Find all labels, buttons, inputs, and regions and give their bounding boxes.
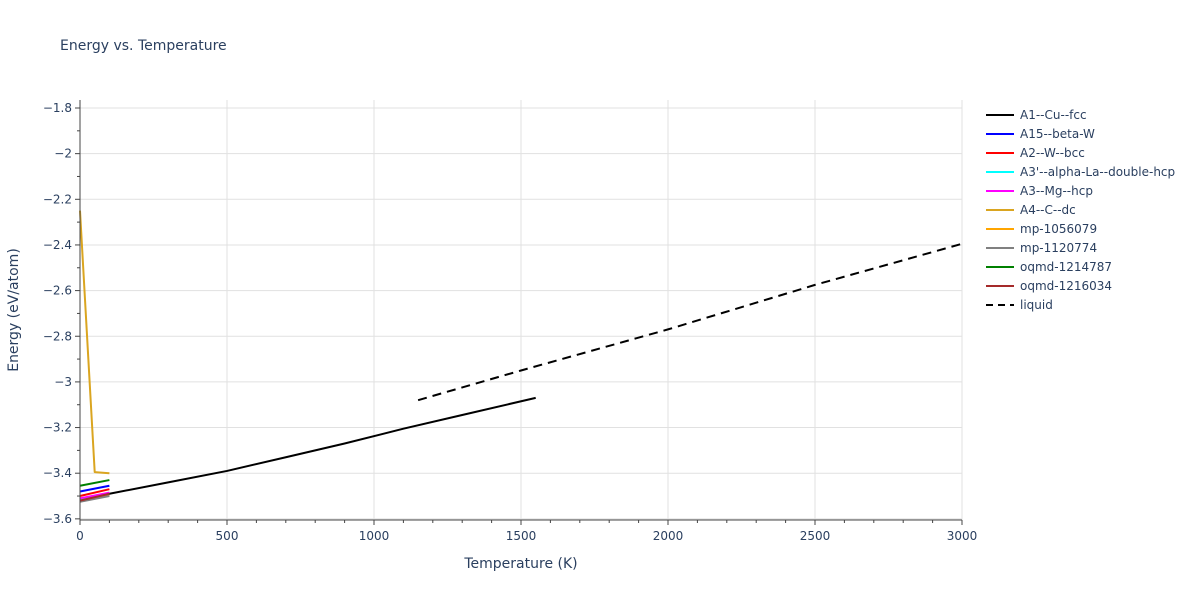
legend-label: A4--C--dc [1020, 203, 1076, 217]
legend-item[interactable]: A15--beta-W [986, 127, 1095, 141]
legend-label: oqmd-1214787 [1020, 260, 1112, 274]
legend-item[interactable]: mp-1056079 [986, 222, 1097, 236]
x-tick-label: 1000 [359, 529, 390, 543]
y-tick-label: −3.2 [43, 421, 72, 435]
y-tick-label: −1.8 [43, 101, 72, 115]
legend-label: mp-1120774 [1020, 241, 1097, 255]
y-tick-label: −2.4 [43, 238, 72, 252]
y-tick-label: −3.6 [43, 512, 72, 526]
legend-item[interactable]: A4--C--dc [986, 203, 1076, 217]
series-line-a2-w-bcc [79, 488, 110, 498]
legend-label: liquid [1020, 298, 1053, 312]
legend-item[interactable]: oqmd-1214787 [986, 260, 1112, 274]
tick-labels: 0 500 1000 1500 2000 2500 3000 −3.6 −3.4 −3.2 −3 −2… [43, 101, 977, 543]
legend-item[interactable]: mp-1120774 [986, 241, 1097, 255]
legend-item[interactable]: oqmd-1216034 [986, 279, 1112, 293]
legend-item[interactable]: A2--W--bcc [986, 146, 1085, 160]
legend-item[interactable]: liquid [986, 298, 1053, 312]
series-line-mp-1120774 [79, 495, 110, 503]
series-line-liquid [417, 242, 963, 402]
legend-label: oqmd-1216034 [1020, 279, 1112, 293]
series-line-a3-mg-hcp [79, 491, 110, 500]
x-tick-label: 2000 [653, 529, 684, 543]
y-axis-title: Energy (eV/atom) [6, 248, 22, 372]
legend-label: A3'--alpha-La--double-hcp [1020, 165, 1175, 179]
series-line-oqmd-1216034 [79, 492, 110, 502]
axes [75, 100, 963, 525]
series-line-a4-c-dc [79, 210, 110, 475]
legend-label: A3--Mg--hcp [1020, 184, 1093, 198]
legend-label: A1--Cu--fcc [1020, 108, 1087, 122]
legend-item[interactable]: A3'--alpha-La--double-hcp [986, 165, 1175, 179]
x-tick-label: 500 [216, 529, 239, 543]
series-line-a15-beta-w [79, 484, 110, 493]
legend-label: A2--W--bcc [1020, 146, 1085, 160]
x-tick-label: 1500 [506, 529, 537, 543]
legend-item[interactable]: A3--Mg--hcp [986, 184, 1093, 198]
series-line-oqmd-1214787 [79, 479, 110, 487]
y-tick-label: −2 [54, 147, 72, 161]
y-tick-label: −2.6 [43, 284, 72, 298]
legend-item[interactable]: A1--Cu--fcc [986, 108, 1087, 122]
series-line-a1-cu-fcc [79, 396, 536, 502]
y-tick-label: −3.4 [43, 466, 72, 480]
x-tick-label: 0 [76, 529, 84, 543]
legend-label: mp-1056079 [1020, 222, 1097, 236]
x-axis-title: Temperature (K) [463, 556, 577, 572]
x-tick-label: 2500 [800, 529, 831, 543]
y-tick-label: −2.8 [43, 329, 72, 343]
y-tick-label: −3 [54, 375, 72, 389]
x-tick-label: 3000 [947, 529, 978, 543]
plot-series [79, 210, 963, 503]
legend-label: A15--beta-W [1020, 127, 1095, 141]
legend[interactable]: A1--Cu--fcc A15--beta-W A2--W--bcc A3'--alp… [986, 108, 1175, 312]
chart-title: Energy vs. Temperature [60, 38, 227, 54]
y-tick-label: −2.2 [43, 192, 72, 206]
gridlines [80, 100, 963, 520]
